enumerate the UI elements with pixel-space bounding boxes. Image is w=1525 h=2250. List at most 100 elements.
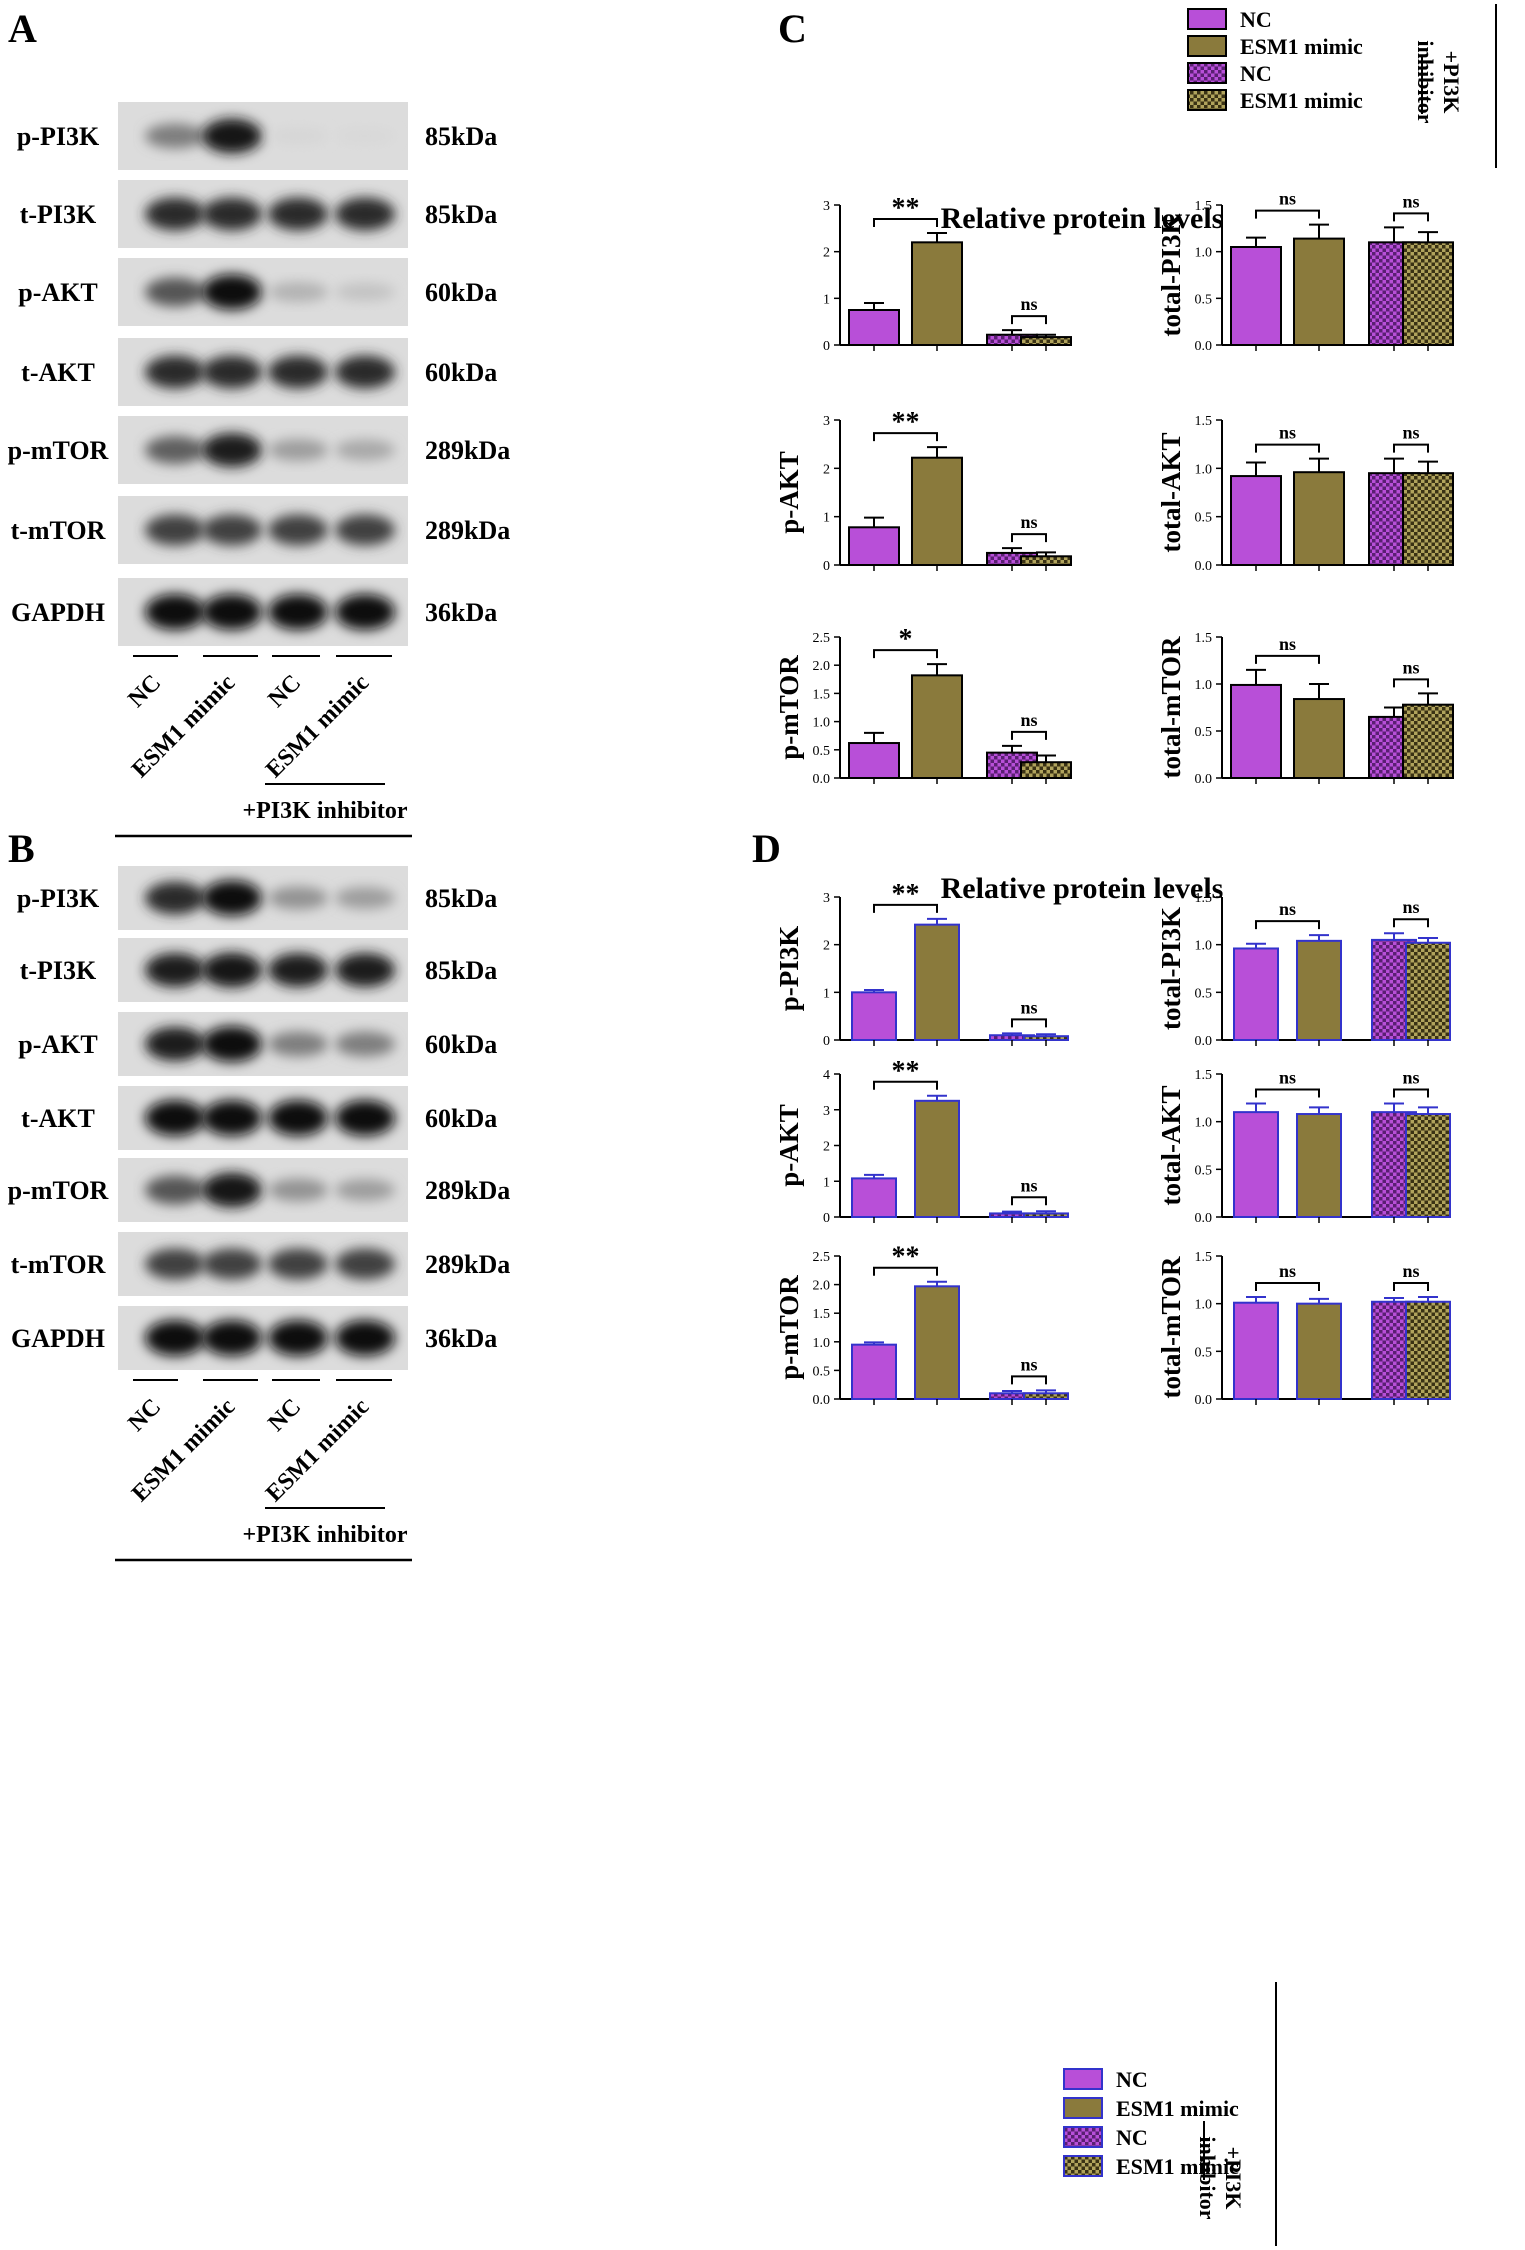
significance-bracket xyxy=(873,649,938,659)
significance-bracket xyxy=(873,432,938,442)
blot-band xyxy=(335,1179,395,1201)
blot-band xyxy=(335,1320,395,1356)
y-tick-label: 1.5 xyxy=(1195,1068,1213,1083)
bar xyxy=(848,309,900,346)
significance-label: ns xyxy=(1020,710,1037,730)
y-tick-label: 0.0 xyxy=(1195,1034,1213,1049)
bar xyxy=(1023,1212,1069,1219)
panel-letter-d: D xyxy=(752,826,781,871)
blot-band xyxy=(202,1248,262,1280)
blot-row-label: p-mTOR xyxy=(8,436,109,465)
blot-band xyxy=(268,1031,328,1057)
significance-bracket xyxy=(1255,443,1320,453)
significance-bracket xyxy=(1011,315,1047,325)
blot-band xyxy=(335,953,395,987)
significance-label: ns xyxy=(1279,189,1296,209)
bar xyxy=(1293,698,1345,779)
y-tick-label: 1 xyxy=(823,511,830,526)
blot-band xyxy=(268,439,328,461)
blot-kda-label: 289kDa xyxy=(425,1250,510,1279)
bar xyxy=(1296,1113,1342,1219)
panel-letter-c: C xyxy=(778,6,807,51)
blot-band xyxy=(145,953,205,987)
blot-row-label: t-PI3K xyxy=(20,200,97,229)
blot-band xyxy=(202,355,262,389)
blot-band xyxy=(145,594,205,630)
bar-charts: 0 1 2 3 ** ns 0.0 0.5 1.0 1.5 total-PI3K ns ns 0 1 2 3 p-… xyxy=(774,189,1454,1408)
blot-band xyxy=(335,282,395,302)
bar xyxy=(1296,939,1342,1041)
y-tick-label: 0.5 xyxy=(1195,292,1213,307)
bar xyxy=(914,923,960,1041)
blot-row-label: GAPDH xyxy=(11,598,105,627)
y-tick-label: 1 xyxy=(823,292,830,307)
significance-label: ns xyxy=(1279,899,1296,919)
blot-band xyxy=(145,1320,205,1356)
y-tick-label: 3 xyxy=(823,414,830,429)
significance-label: ns xyxy=(1279,634,1296,654)
significance-label: ns xyxy=(1402,423,1419,443)
legend-label: NC xyxy=(1116,2067,1148,2092)
blot-band xyxy=(145,1248,205,1280)
y-tick-label: 1 xyxy=(823,1175,830,1190)
y-tick-label: 0.5 xyxy=(813,1364,831,1379)
blot-band xyxy=(202,514,262,546)
significance-bracket xyxy=(1393,918,1429,928)
significance-bracket xyxy=(1393,678,1429,688)
bar xyxy=(1233,947,1279,1041)
blot-band xyxy=(202,1320,262,1356)
bar xyxy=(1020,555,1072,566)
y-tick-label: 3 xyxy=(823,891,830,906)
bar xyxy=(848,526,900,566)
y-tick-label: 4 xyxy=(823,1068,830,1083)
blot-band xyxy=(335,887,395,909)
significance-label: ns xyxy=(1402,1068,1419,1088)
blot-band xyxy=(268,1320,328,1356)
y-tick-label: 2 xyxy=(823,939,830,954)
blot-kda-label: 85kDa xyxy=(425,200,497,229)
significance-bracket xyxy=(873,903,938,913)
y-tick-label: 1 xyxy=(823,986,830,1001)
blot-band xyxy=(268,355,328,389)
bar xyxy=(1233,1111,1279,1218)
section-d-title: Relative protein levels xyxy=(941,872,1224,905)
y-tick-label: 0 xyxy=(823,1034,830,1049)
y-tick-label: 1.0 xyxy=(1195,246,1213,261)
y-axis-label: total-AKT xyxy=(1156,433,1186,553)
blot-band xyxy=(268,514,328,546)
blot-kda-label: 36kDa xyxy=(425,598,497,627)
blot-band xyxy=(145,355,205,389)
panel-letter-b: B xyxy=(8,826,35,871)
significance-label: ns xyxy=(1020,997,1037,1017)
y-axis-label: total-mTOR xyxy=(1156,636,1186,778)
y-tick-label: 1.5 xyxy=(1195,199,1213,214)
y-tick-label: 0.0 xyxy=(813,1393,831,1408)
bar xyxy=(1402,241,1454,346)
blot-band xyxy=(145,514,205,546)
blot-band xyxy=(335,594,395,630)
blot-row-label: p-AKT xyxy=(18,1030,97,1059)
bar-chart-d-6: 0 1 2 3 p-PI3K ** ns xyxy=(774,879,1069,1049)
blot-band xyxy=(145,1100,205,1136)
legend-label: ESM1 mimic xyxy=(1240,34,1363,59)
legend-label: ESM1 mimic xyxy=(1116,2096,1239,2121)
legend-group-label: +PI3K xyxy=(1221,2147,1246,2210)
blot-band xyxy=(145,1027,205,1061)
legend-swatch xyxy=(1187,35,1227,57)
legend-label: NC xyxy=(1240,7,1272,32)
significance-label: ** xyxy=(892,1056,920,1087)
blot-row-label: p-mTOR xyxy=(8,1176,109,1205)
legend-swatch xyxy=(1187,62,1227,84)
significance-bracket xyxy=(1011,533,1047,543)
significance-bracket xyxy=(1011,730,1047,740)
bar xyxy=(911,241,963,346)
bar xyxy=(911,674,963,779)
significance-label: ** xyxy=(892,407,920,438)
bar-chart-d-7: 0.0 0.5 1.0 1.5 total-PI3K ns ns xyxy=(1156,891,1451,1049)
significance-label: ns xyxy=(1279,1261,1296,1281)
y-tick-label: 0 xyxy=(823,339,830,354)
blot-band xyxy=(335,1248,395,1280)
y-tick-label: 0.5 xyxy=(1195,725,1213,740)
blot-band xyxy=(202,433,262,467)
y-tick-label: 2.5 xyxy=(813,631,831,646)
